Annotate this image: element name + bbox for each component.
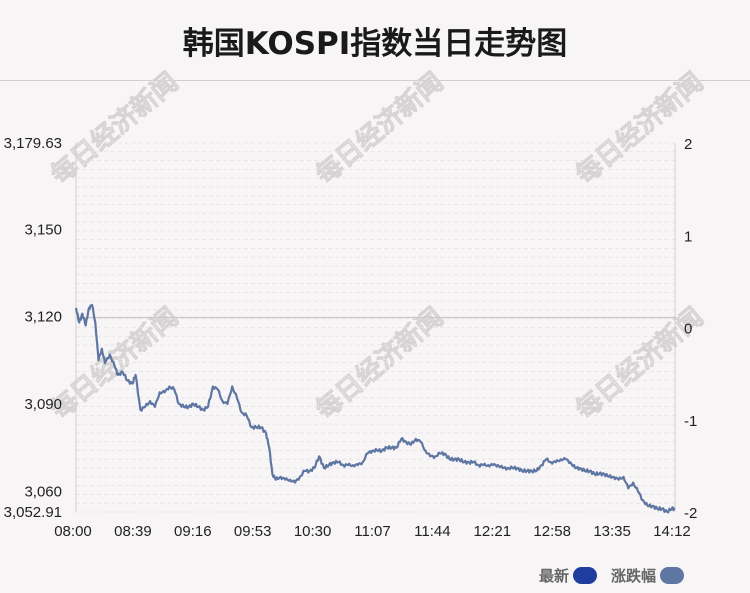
legend-change-label: 涨跌幅 xyxy=(610,566,656,585)
right-tick-label: -1 xyxy=(684,413,697,430)
x-tick-label: 11:44 xyxy=(414,523,450,540)
chart-axes xyxy=(75,143,676,512)
legend-item-latest[interactable]: 最新 xyxy=(539,565,597,586)
right-tick-label: 1 xyxy=(684,228,692,245)
legend-latest-swatch xyxy=(572,566,597,584)
x-tick-label: 10:30 xyxy=(294,523,332,540)
watermark-text: 每日经济新闻 xyxy=(45,66,184,190)
x-tick-label: 12:58 xyxy=(533,523,571,540)
watermark-text: 每日经济新闻 xyxy=(310,66,449,190)
legend-item-change[interactable]: 涨跌幅 xyxy=(611,565,684,586)
x-tick-label: 13:35 xyxy=(593,523,631,540)
left-tick-label: 3,090 xyxy=(24,396,62,413)
right-axis-ticks: 2 1 0 -1 -2 xyxy=(684,136,697,522)
right-tick-label: -2 xyxy=(684,505,697,522)
left-tick-label: 3,179.63 xyxy=(4,135,62,152)
title-divider xyxy=(0,80,750,81)
left-tick-label: 3,120 xyxy=(24,309,62,326)
x-axis-ticks: 08:00 08:39 09:16 09:53 10:30 11:07 11:44 12:21… xyxy=(54,523,691,540)
x-tick-label: 11:07 xyxy=(354,523,390,540)
watermark-text: 每日经济新闻 xyxy=(570,66,709,190)
x-tick-label: 08:00 xyxy=(54,523,92,540)
left-tick-label: 3,060 xyxy=(24,483,62,500)
x-tick-label: 14:12 xyxy=(653,523,691,540)
left-tick-label: 3,150 xyxy=(24,221,62,238)
right-tick-label: 0 xyxy=(684,321,692,338)
right-tick-label: 2 xyxy=(684,136,692,153)
page-title: 韩国KOSPI指数当日走势图 xyxy=(182,26,568,62)
left-tick-label: 3,052.91 xyxy=(4,504,62,521)
series-layer xyxy=(74,303,676,514)
x-tick-label: 09:53 xyxy=(234,523,272,540)
chart-grid xyxy=(76,142,675,513)
series-line xyxy=(74,303,676,514)
legend: 最新 涨跌幅 xyxy=(539,564,684,586)
x-tick-label: 09:16 xyxy=(174,523,212,540)
x-tick-label: 08:39 xyxy=(114,523,152,540)
x-tick-label: 12:21 xyxy=(474,523,512,540)
legend-latest-label: 最新 xyxy=(538,566,569,585)
left-axis-ticks: 3,179.63 3,150 3,120 3,090 3,060 3,052.91 xyxy=(4,135,62,521)
legend-change-swatch xyxy=(660,566,684,584)
